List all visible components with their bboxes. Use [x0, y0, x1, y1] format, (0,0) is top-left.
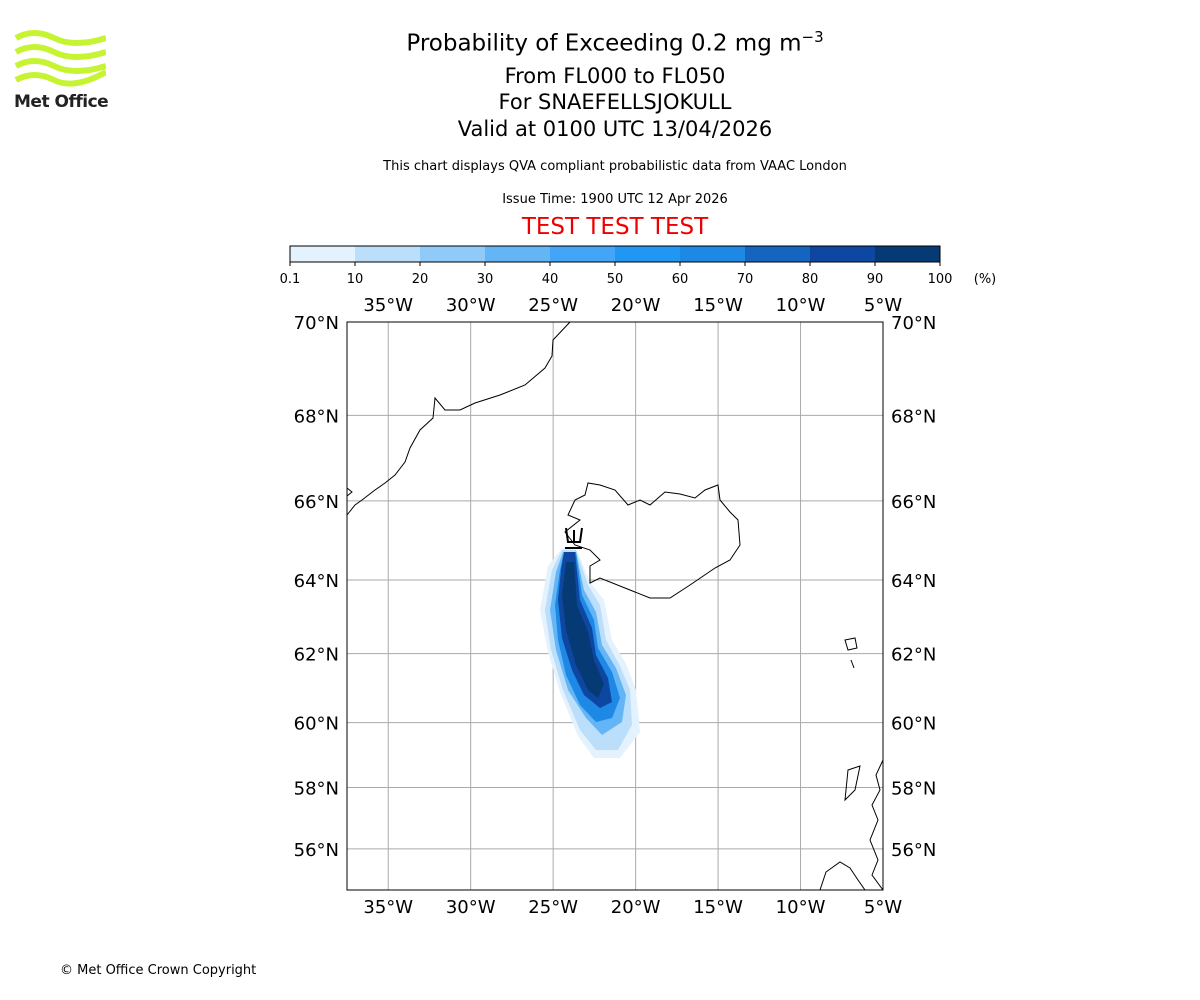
lat-label-left: 56°N [294, 840, 339, 861]
colorbar-tick-label: 0.1 [280, 272, 301, 287]
lat-label-left: 58°N [294, 779, 339, 800]
colorbar: 0.1 10 20 30 40 50 60 70 80 90 100 (%) [280, 245, 997, 287]
gridlines [347, 322, 883, 890]
colorbar-tick-label: 90 [867, 272, 884, 287]
colorbar-tick-label: 40 [542, 272, 559, 287]
chart-title: Probability of Exceeding 0.2 mg m−3 [406, 28, 824, 57]
valid-time: Valid at 0100 UTC 13/04/2026 [457, 117, 773, 141]
logo-text: Met Office [14, 92, 109, 112]
colorbar-tick-label: 50 [607, 272, 624, 287]
copyright: © Met Office Crown Copyright [60, 963, 257, 978]
scotland-coast [819, 861, 866, 891]
axis-labels: 35°W 35°W 30°W 30°W 25°W 25°W 20°W 20°W 15°W 15°W… [294, 295, 937, 918]
lat-label-right: 66°N [891, 492, 936, 513]
colorbar-tick-label: 30 [477, 272, 494, 287]
colorbar-segment [745, 246, 810, 262]
lat-label-left: 64°N [294, 571, 339, 592]
map-frame [346, 321, 884, 891]
norway-coast [869, 759, 884, 891]
shetland [844, 765, 861, 802]
colorbar-segment [680, 246, 745, 262]
colorbar-segment [355, 246, 420, 262]
issue-time: Issue Time: 1900 UTC 12 Apr 2026 [502, 192, 728, 207]
faroe-islands [844, 637, 858, 669]
greenland-coast [346, 321, 571, 516]
colorbar-segment [615, 246, 680, 262]
lon-label-bottom: 5°W [864, 897, 902, 918]
flight-levels: From FL000 to FL050 [504, 64, 726, 88]
greenland-islet [346, 487, 353, 497]
lat-label-right: 62°N [891, 645, 936, 666]
plume-90 [562, 562, 604, 698]
colorbar-segment [485, 246, 550, 262]
lat-label-left: 62°N [294, 645, 339, 666]
plume [540, 548, 640, 758]
lon-label-top: 20°W [611, 295, 661, 316]
lat-label-left: 60°N [294, 714, 339, 735]
lon-label-top: 30°W [446, 295, 496, 316]
lat-label-right: 56°N [891, 840, 936, 861]
colorbar-segment [550, 246, 615, 262]
colorbar-segment [290, 246, 355, 262]
lon-label-top: 5°W [864, 295, 902, 316]
met-office-logo [14, 30, 106, 87]
colorbar-tick-label: 10 [347, 272, 364, 287]
iceland-coast [564, 482, 741, 599]
colorbar-tick-label: 100 [928, 272, 953, 287]
lat-label-right: 68°N [891, 406, 936, 427]
colorbar-tick-label: 80 [802, 272, 819, 287]
lon-label-top: 25°W [528, 295, 578, 316]
lon-label-bottom: 20°W [611, 897, 661, 918]
lat-label-right: 60°N [891, 714, 936, 735]
lon-label-bottom: 30°W [446, 897, 496, 918]
lat-label-right: 64°N [891, 571, 936, 592]
lat-label-left: 66°N [294, 492, 339, 513]
colorbar-segment [420, 246, 485, 262]
colorbar-segment [810, 246, 875, 262]
lat-label-left: 68°N [294, 406, 339, 427]
lon-label-bottom: 10°W [776, 897, 826, 918]
lat-label-left: 70°N [294, 313, 339, 334]
lat-label-right: 70°N [891, 313, 936, 334]
lon-label-bottom: 25°W [528, 897, 578, 918]
coastlines [346, 321, 884, 891]
test-banner: TEST TEST TEST [521, 214, 709, 240]
location: For SNAEFELLSJOKULL [498, 90, 732, 114]
lon-label-top: 35°W [363, 295, 413, 316]
colorbar-tick-label: 20 [412, 272, 429, 287]
lon-label-bottom: 35°W [363, 897, 413, 918]
colorbar-tick-label: 70 [737, 272, 754, 287]
volcano-marker [565, 527, 583, 549]
colorbar-segment [875, 246, 940, 262]
lon-label-top: 10°W [776, 295, 826, 316]
colorbar-tick-label: 60 [672, 272, 689, 287]
lat-label-right: 58°N [891, 779, 936, 800]
lon-label-bottom: 15°W [693, 897, 743, 918]
description: This chart displays QVA compliant probab… [383, 159, 847, 174]
colorbar-unit: (%) [974, 272, 997, 287]
lon-label-top: 15°W [693, 295, 743, 316]
